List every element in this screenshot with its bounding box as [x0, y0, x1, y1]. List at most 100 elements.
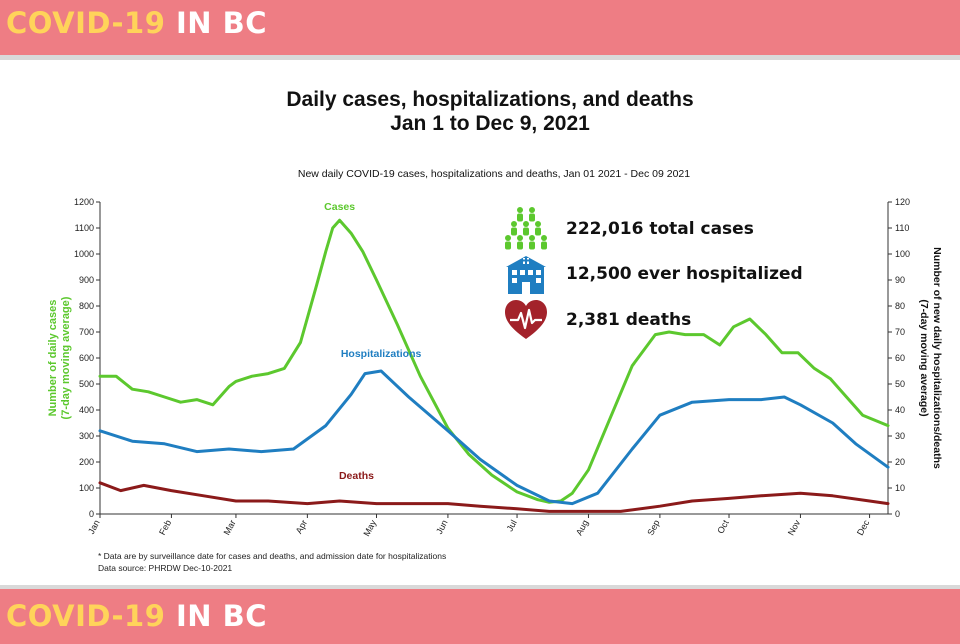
data-point-deaths [479, 505, 482, 508]
stat-total-cases-text: 222,016 total cases [566, 219, 754, 239]
data-point-cases [179, 401, 182, 403]
stat-hospitalized: 12,500 ever hospitalized [500, 250, 803, 298]
data-point-hospitalizations [854, 443, 857, 445]
data-point-cases [251, 375, 253, 377]
x-tick-label: May [361, 518, 378, 538]
heart-pulse-icon [500, 296, 552, 344]
y-tick-label-left: 300 [79, 431, 94, 441]
data-point-cases [283, 367, 286, 370]
data-point-hospitalizations [691, 401, 693, 403]
y-tick-label-left: 900 [79, 275, 94, 285]
data-point-hospitalizations [260, 450, 263, 453]
x-tick-label: Jun [434, 518, 450, 536]
data-point-cases [829, 378, 832, 380]
y-tick-label-left: 600 [79, 353, 94, 363]
data-point-hospitalizations [571, 502, 574, 505]
data-point-cases [338, 219, 341, 221]
data-point-cases [490, 474, 493, 476]
data-point-deaths [831, 495, 834, 497]
y-tick-label-right: 70 [895, 327, 905, 337]
y-tick-label-right: 30 [895, 431, 905, 441]
data-point-hospitalizations [447, 430, 449, 432]
y-tick-label-left: 400 [79, 405, 94, 415]
data-point-cases [702, 333, 705, 336]
data-point-hospitalizations [783, 396, 786, 398]
hospital-icon [500, 250, 552, 298]
data-point-cases [299, 341, 302, 344]
y-tick-label-right: 10 [895, 483, 905, 493]
data-point-hospitalizations [831, 422, 834, 424]
series-label-deaths: Deaths [339, 470, 374, 482]
data-point-hospitalizations [596, 492, 599, 495]
y-tick-label-left: 1200 [74, 197, 94, 207]
data-point-hospitalizations [196, 450, 198, 453]
data-point-deaths [868, 500, 871, 502]
x-tick-label: Jul [505, 518, 519, 533]
bottom-banner: COVID-19 IN BC [0, 585, 960, 644]
data-point-cases [115, 375, 117, 377]
y-tick-label-right: 100 [895, 249, 910, 259]
data-point-deaths [728, 497, 730, 500]
data-point-hospitalizations [548, 500, 551, 502]
data-point-hospitalizations [887, 466, 889, 469]
data-point-cases [587, 469, 590, 471]
data-point-deaths [799, 492, 802, 495]
y-tick-label-right: 60 [895, 353, 905, 363]
data-point-cases [99, 375, 101, 377]
stat-deaths-text: 2,381 deaths [566, 310, 692, 330]
y-tick-label-right: 120 [895, 197, 910, 207]
data-point-cases [797, 352, 799, 354]
series-label-hospitalizations: Hospitalizations [341, 348, 422, 360]
data-point-cases [749, 318, 751, 320]
data-point-deaths [375, 502, 378, 505]
data-point-cases [267, 372, 270, 375]
y-axis-label-right: Number of new daily hospitalizations/dea… [931, 247, 943, 469]
x-tick-label: Feb [157, 518, 173, 536]
y-tick-label-right: 40 [895, 405, 905, 415]
data-point-hospitalizations [516, 484, 518, 487]
data-point-cases [212, 404, 214, 406]
data-point-cases [419, 375, 422, 377]
data-point-cases [813, 367, 816, 370]
y-axis-label-left-2: (7-day moving average) [60, 296, 72, 419]
data-point-cases [396, 323, 399, 325]
data-point-cases [131, 388, 134, 390]
x-tick-label: Mar [222, 518, 238, 536]
data-point-cases [331, 227, 334, 229]
data-point-cases [608, 419, 610, 422]
data-point-cases [516, 491, 518, 493]
x-tick-label: Jan [86, 518, 102, 536]
data-point-hospitalizations [163, 443, 166, 445]
data-point-hospitalizations [479, 458, 482, 461]
data-point-deaths [143, 484, 145, 487]
y-tick-label-left: 700 [79, 327, 94, 337]
data-point-cases [668, 331, 670, 333]
x-tick-label: Apr [294, 518, 309, 535]
y-tick-label-left: 0 [89, 509, 94, 519]
data-point-cases [315, 284, 318, 286]
stat-deaths: 2,381 deaths [500, 296, 691, 344]
chart: New daily COVID-19 cases, hospitalizatio… [47, 168, 943, 538]
footnote: * Data are by surveillance date for case… [98, 551, 447, 561]
data-point-cases [654, 333, 657, 336]
chart-title: New daily COVID-19 cases, hospitalizatio… [298, 168, 690, 180]
data-point-hospitalizations [292, 448, 295, 450]
data-point-hospitalizations [131, 440, 134, 443]
y-tick-label-left: 200 [79, 457, 94, 467]
y-tick-label-left: 1100 [75, 223, 94, 233]
data-source: Data source: PHRDW Dec-10-2021 [98, 563, 233, 573]
data-point-deaths [306, 502, 309, 505]
x-tick-label: Aug [574, 518, 590, 537]
data-point-cases [163, 396, 166, 398]
data-point-deaths [447, 502, 449, 505]
data-point-hospitalizations [364, 372, 366, 375]
data-point-cases [631, 365, 633, 367]
data-point-hospitalizations [350, 393, 352, 396]
people-icon [500, 205, 552, 253]
data-point-hospitalizations [99, 430, 101, 432]
data-point-deaths [202, 495, 205, 497]
data-point-deaths [587, 510, 590, 513]
data-point-cases [861, 414, 864, 416]
data-point-cases [350, 232, 352, 234]
data-point-cases [228, 385, 230, 388]
